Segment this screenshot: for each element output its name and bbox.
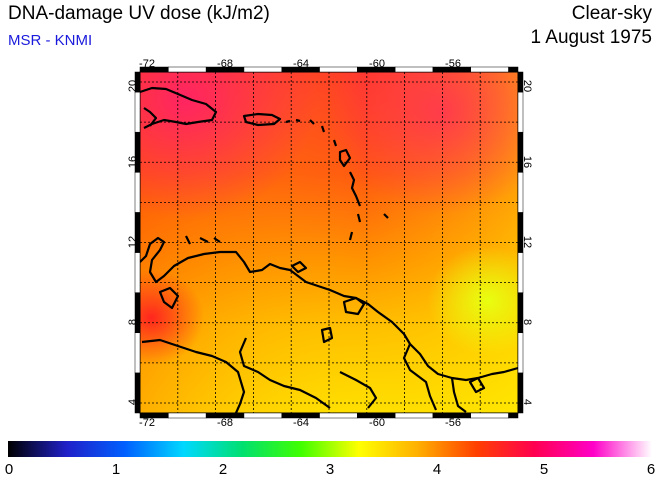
colorbar-tick-label: 5 [540,461,548,478]
lon-tick-label: -64 [293,58,309,70]
colorbar-tick-label: 4 [433,461,441,478]
border-scale-segment [470,412,509,419]
border-scale-segment [168,66,207,73]
lon-tick-label: -64 [293,417,309,429]
lon-ticks-top: -72 -68 -64 -60 -56 [139,58,461,70]
border-scale-segment [517,252,524,293]
border-scale-segment [134,252,141,293]
border-scale-segment [517,71,524,93]
lat-tick-label: 16 [127,156,139,168]
lat-tick-label: 4 [127,399,139,405]
border-scale-segment [134,71,141,93]
border-scale-segment [134,91,141,133]
coastlines [140,86,518,413]
border-scale-segment [394,412,434,419]
border-scale-segment [319,66,358,73]
lat-ticks-right: 4 8 12 16 20 [521,80,533,405]
border-scale-segment [134,332,141,374]
border-scale-segment [394,66,434,73]
border-scale-segment [517,172,524,213]
border-scale-segment [168,412,207,419]
border-scale-segment [134,292,141,334]
map-title: DNA-damage UV dose (kJ/m2) [8,3,270,24]
border-scale-segment [517,372,524,414]
lon-tick-label: -60 [369,58,385,70]
date-label: 1 August 1975 [530,27,653,48]
lat-tick-label: 12 [127,236,139,248]
lat-tick-label: 20 [521,80,533,92]
lat-tick-label: 20 [127,80,139,92]
lon-tick-label: -68 [217,58,233,70]
border-scale-segment [517,91,524,133]
colorbar-ticks: 0 1 2 3 4 5 6 [5,461,655,478]
lon-ticks-bottom: -72 -68 -64 -60 -56 [139,417,461,429]
border-scale-segment [243,66,282,73]
sky-condition-label: Clear-sky [571,3,652,24]
map-grid [140,72,518,413]
map-border-scale [134,66,524,419]
lat-tick-label: 8 [127,319,139,325]
border-scale-segment [134,172,141,213]
colorbar-tick-label: 2 [219,461,227,478]
colorbar [8,441,652,457]
lon-tick-label: -56 [445,417,461,429]
lon-tick-label: -56 [445,58,461,70]
colorbar-tick-label: 6 [647,461,655,478]
border-scale-segment [243,412,282,419]
lon-tick-label: -72 [139,417,155,429]
border-scale-segment [517,332,524,374]
lon-tick-label: -72 [139,58,155,70]
lat-tick-label: 12 [521,236,533,248]
lat-ticks-left: 4 8 12 16 20 [127,80,139,405]
border-scale-segment [470,66,509,73]
colorbar-tick-label: 3 [326,461,334,478]
border-scale-segment [508,66,519,73]
border-scale-segment [517,292,524,334]
lat-tick-label: 4 [521,399,533,405]
colorbar-tick-label: 1 [112,461,120,478]
border-scale-segment [508,412,519,419]
border-scale-segment [319,412,358,419]
colorbar-tick-label: 0 [5,461,13,478]
lat-tick-label: 8 [521,319,533,325]
lon-tick-label: -68 [217,417,233,429]
lat-tick-label: 16 [521,156,533,168]
border-scale-segment [134,372,141,414]
lon-tick-label: -60 [369,417,385,429]
credit-label: MSR - KNMI [8,32,93,49]
